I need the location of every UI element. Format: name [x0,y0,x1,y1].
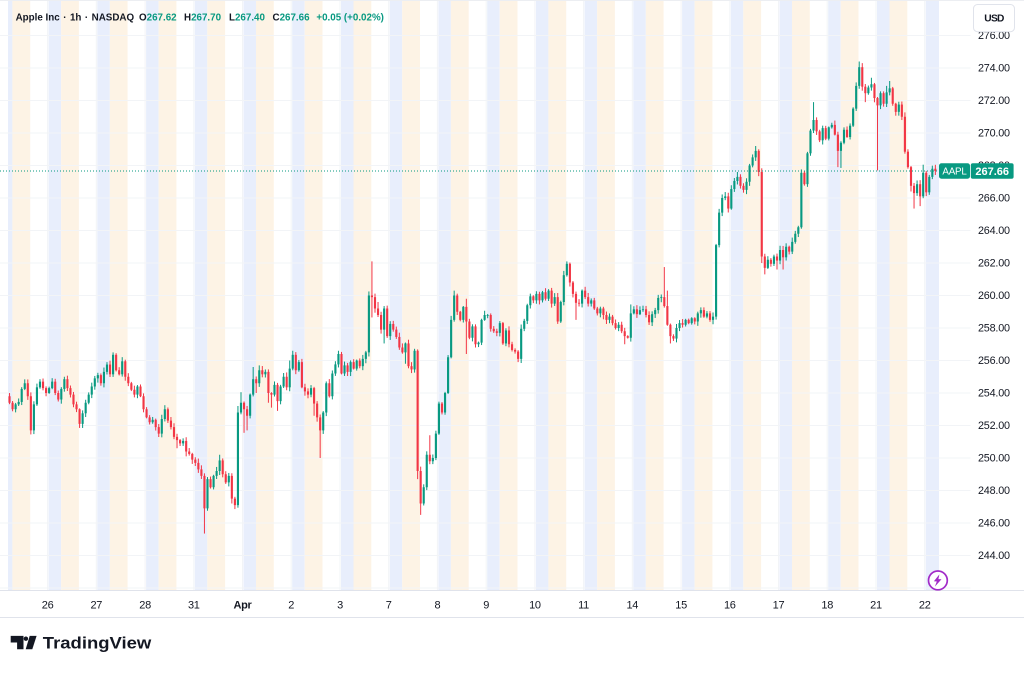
svg-text:8: 8 [434,600,440,612]
svg-text:7: 7 [386,600,392,612]
svg-text:254.00: 254.00 [978,388,1010,400]
svg-text:Apr: Apr [233,600,252,612]
svg-text:260.00: 260.00 [978,290,1010,302]
svg-text:2: 2 [288,600,294,612]
svg-text:14: 14 [626,600,638,612]
svg-text:270.00: 270.00 [978,128,1010,140]
svg-text:258.00: 258.00 [978,323,1010,335]
svg-text:10: 10 [529,600,541,612]
svg-text:27: 27 [90,600,102,612]
svg-text:9: 9 [483,600,489,612]
svg-text:276.00: 276.00 [978,30,1010,42]
svg-text:31: 31 [188,600,200,612]
svg-text:21: 21 [870,600,882,612]
svg-text:256.00: 256.00 [978,355,1010,367]
svg-text:244.00: 244.00 [978,550,1010,562]
svg-text:246.00: 246.00 [978,518,1010,530]
svg-text:272.00: 272.00 [978,95,1010,107]
svg-text:250.00: 250.00 [978,453,1010,465]
svg-text:264.00: 264.00 [978,225,1010,237]
svg-text:22: 22 [919,600,931,612]
svg-text:3: 3 [337,600,343,612]
svg-text:15: 15 [675,600,687,612]
svg-text:TradingView: TradingView [43,634,153,653]
svg-text:248.00: 248.00 [978,485,1010,497]
svg-text:16: 16 [724,600,736,612]
svg-text:18: 18 [821,600,833,612]
svg-text:11: 11 [578,600,589,612]
svg-text:USD: USD [984,13,1004,24]
svg-text:262.00: 262.00 [978,258,1010,270]
svg-text:252.00: 252.00 [978,420,1010,432]
svg-text:28: 28 [139,600,151,612]
svg-text:AAPL: AAPL [942,167,967,178]
svg-text:26: 26 [42,600,54,612]
svg-text:266.00: 266.00 [978,193,1010,205]
svg-text:274.00: 274.00 [978,63,1010,75]
svg-text:267.66: 267.66 [975,166,1009,178]
svg-text:17: 17 [773,600,785,612]
